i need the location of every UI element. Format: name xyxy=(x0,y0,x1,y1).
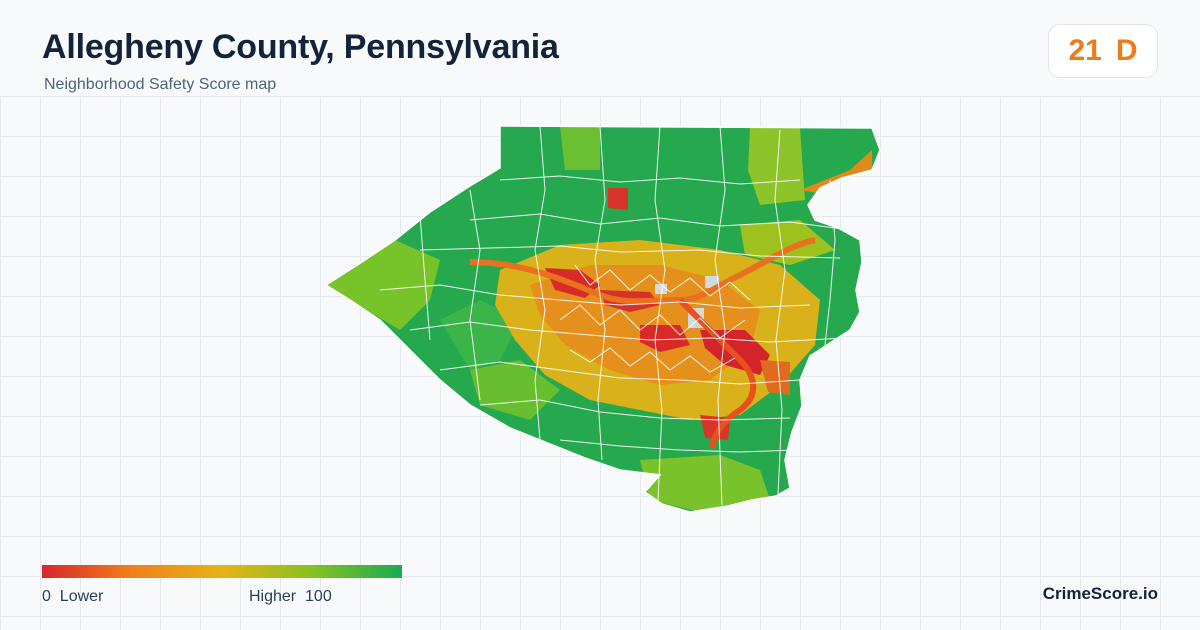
legend-min-label: Lower xyxy=(59,588,104,605)
river-ohio-allegheny xyxy=(469,237,816,305)
no-data-patch xyxy=(655,284,667,294)
page-title: Allegheny County, Pennsylvania xyxy=(42,28,559,66)
region-northeast-river xyxy=(800,150,872,195)
river-monongahela xyxy=(677,297,757,449)
legend-max-label: Higher xyxy=(249,588,297,605)
hotspot-north xyxy=(608,188,628,210)
region-north xyxy=(560,126,600,170)
region-west-mid xyxy=(440,300,520,370)
legend-high-label: Higher 100 xyxy=(249,588,332,606)
region-west xyxy=(326,240,440,330)
legend-max-value: 100 xyxy=(305,588,332,605)
legend-low-label: 0 Lower xyxy=(42,588,103,606)
score-value: 21 xyxy=(1068,34,1102,67)
page-subtitle: Neighborhood Safety Score map xyxy=(44,76,277,93)
legend-min-value: 0 xyxy=(42,588,51,605)
hotspot-south-core xyxy=(640,325,690,352)
score-badge: 21 D xyxy=(1048,24,1158,78)
region-south xyxy=(640,455,770,512)
score-grade: D xyxy=(1115,34,1138,67)
hotspot-east xyxy=(760,360,790,395)
region-east xyxy=(740,220,835,265)
safety-regions xyxy=(326,126,872,512)
region-north-east xyxy=(748,128,805,205)
legend-gradient-bar xyxy=(42,565,402,578)
county-map[interactable] xyxy=(0,96,1200,630)
brand-logo-text[interactable]: CrimeScore.io xyxy=(1042,584,1158,603)
